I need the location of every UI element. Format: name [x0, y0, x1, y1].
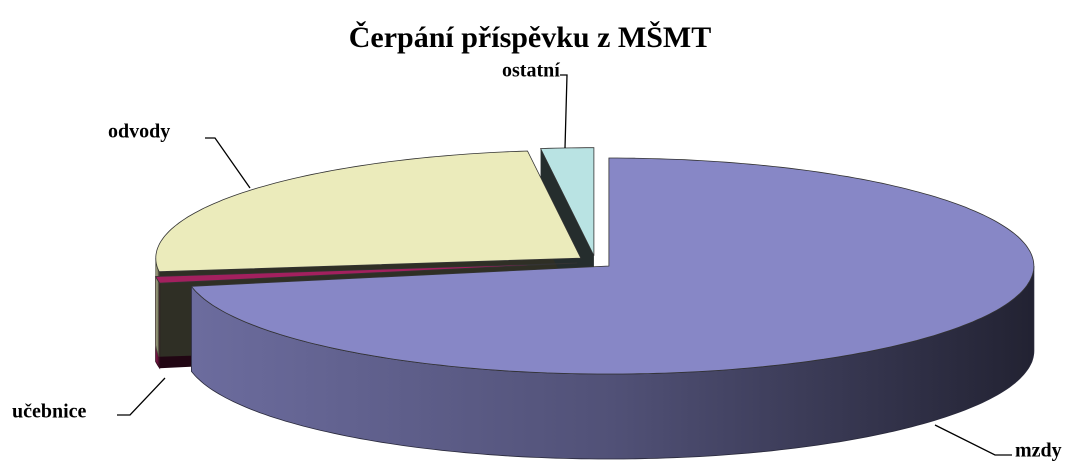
slice-label: ostatní — [502, 60, 560, 82]
leader-line — [560, 74, 568, 149]
leader-line — [934, 424, 1012, 456]
slice-side — [155, 258, 160, 357]
slice — [539, 147, 595, 256]
slice-label: mzdy — [1015, 440, 1062, 462]
slice-label: učebnice — [12, 401, 87, 423]
leader-line — [205, 137, 251, 189]
slice-label: odvody — [108, 121, 170, 143]
chart-title: Čerpání příspěvku z MŠMT — [349, 21, 712, 54]
leader-line — [117, 377, 166, 416]
slice — [154, 262, 578, 284]
slice — [190, 157, 1035, 375]
slice — [155, 150, 582, 273]
